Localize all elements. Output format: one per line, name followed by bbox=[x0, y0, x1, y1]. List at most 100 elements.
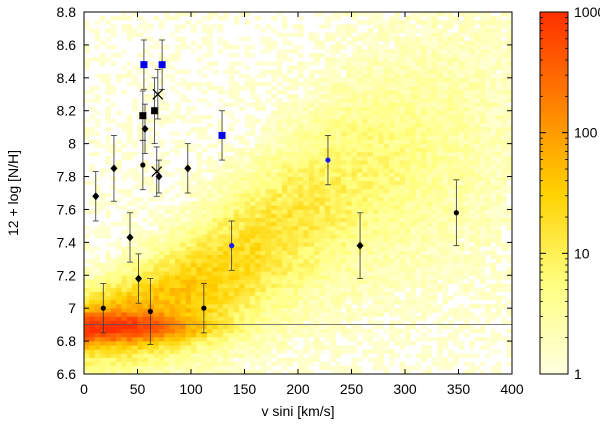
heatmap-cell bbox=[308, 291, 315, 297]
heatmap-cell bbox=[153, 316, 160, 321]
heatmap-cell bbox=[447, 90, 454, 95]
heatmap-cell bbox=[212, 225, 219, 231]
heatmap-cell bbox=[84, 316, 90, 321]
heatmap-cell bbox=[174, 234, 181, 239]
heatmap-cell bbox=[185, 213, 192, 218]
heatmap-cell bbox=[298, 44, 304, 50]
heatmap-cell bbox=[437, 135, 443, 140]
heatmap-cell bbox=[367, 201, 374, 206]
heatmap-cell bbox=[308, 160, 315, 165]
heatmap-cell bbox=[298, 262, 304, 268]
heatmap-cell bbox=[180, 308, 186, 313]
heatmap-cell bbox=[298, 168, 304, 173]
heatmap-cell bbox=[356, 295, 363, 301]
heatmap-cell bbox=[335, 353, 342, 358]
heatmap-cell bbox=[94, 20, 101, 25]
heatmap-cell bbox=[105, 209, 112, 214]
heatmap-cell bbox=[121, 299, 128, 305]
heatmap-cell bbox=[437, 308, 443, 313]
heatmap-cell bbox=[244, 49, 251, 54]
heatmap-cell bbox=[249, 102, 256, 107]
heatmap-cell bbox=[330, 279, 336, 284]
heatmap-cell bbox=[383, 123, 390, 128]
heatmap-cell bbox=[84, 336, 90, 342]
heatmap-cell bbox=[469, 345, 475, 350]
heatmap-cell bbox=[207, 184, 213, 190]
heatmap-cell bbox=[153, 205, 160, 210]
heatmap-cell bbox=[132, 246, 138, 251]
heatmap-cell bbox=[233, 176, 240, 181]
heatmap-cell bbox=[383, 106, 390, 112]
heatmap-cell bbox=[426, 73, 433, 79]
heatmap-cell bbox=[453, 110, 459, 116]
heatmap-cell bbox=[164, 299, 170, 305]
heatmap-cell bbox=[453, 291, 459, 297]
heatmap-cell bbox=[314, 197, 320, 202]
heatmap-cell bbox=[244, 225, 251, 231]
heatmap-cell bbox=[372, 234, 379, 239]
heatmap-cell bbox=[303, 267, 309, 272]
heatmap-cell bbox=[362, 98, 368, 103]
heatmap-cell bbox=[196, 353, 202, 358]
heatmap-cell bbox=[116, 205, 122, 210]
heatmap-cell bbox=[362, 353, 368, 358]
heatmap-cell bbox=[340, 369, 347, 375]
heatmap-cell bbox=[260, 164, 267, 169]
heatmap-cell bbox=[110, 341, 117, 346]
heatmap-cell bbox=[271, 197, 277, 202]
heatmap-cell bbox=[410, 110, 416, 116]
heatmap-cell bbox=[421, 160, 427, 165]
heatmap-cell bbox=[388, 238, 395, 243]
heatmap-cell bbox=[453, 353, 459, 358]
heatmap-cell bbox=[276, 32, 283, 37]
heatmap-cell bbox=[383, 213, 390, 218]
heatmap-cell bbox=[110, 102, 117, 107]
heatmap-cell bbox=[372, 102, 379, 107]
heatmap-cell bbox=[383, 279, 390, 284]
heatmap-cell bbox=[351, 49, 358, 54]
heatmap-cell bbox=[458, 279, 465, 284]
heatmap-cell bbox=[362, 57, 368, 62]
heatmap-cell bbox=[437, 151, 443, 157]
heatmap-cell bbox=[383, 36, 390, 42]
heatmap-cell bbox=[383, 193, 390, 198]
heatmap-cell bbox=[319, 164, 326, 169]
heatmap-cell bbox=[207, 234, 213, 239]
heatmap-cell bbox=[324, 295, 331, 301]
heatmap-cell bbox=[180, 357, 186, 362]
heatmap-cell bbox=[351, 205, 358, 210]
heatmap-cell bbox=[458, 316, 465, 321]
heatmap-cell bbox=[362, 201, 368, 206]
heatmap-cell bbox=[100, 77, 106, 83]
heatmap-cell bbox=[458, 176, 465, 181]
heatmap-cell bbox=[383, 40, 390, 46]
heatmap-cell bbox=[314, 123, 320, 128]
heatmap-cell bbox=[207, 365, 213, 371]
heatmap-cell bbox=[437, 353, 443, 358]
heatmap-cell bbox=[228, 209, 235, 214]
heatmap-cell bbox=[447, 205, 454, 210]
heatmap-cell bbox=[244, 349, 251, 354]
heatmap-cell bbox=[383, 110, 390, 116]
heatmap-cell bbox=[340, 143, 347, 149]
heatmap-cell bbox=[137, 295, 144, 301]
heatmap-cell bbox=[228, 123, 235, 128]
heatmap-cell bbox=[100, 193, 106, 198]
heatmap-cell bbox=[191, 308, 197, 313]
heatmap-cell bbox=[399, 221, 406, 227]
heatmap-cell bbox=[84, 353, 90, 358]
heatmap-cell bbox=[383, 32, 390, 37]
heatmap-cell bbox=[394, 36, 400, 42]
heatmap-cell bbox=[196, 176, 202, 181]
heatmap-cell bbox=[356, 205, 363, 210]
heatmap-cell bbox=[260, 234, 267, 239]
heatmap-cell bbox=[410, 197, 416, 202]
heatmap-cell bbox=[228, 299, 235, 305]
heatmap-cell bbox=[105, 143, 112, 149]
heatmap-cell bbox=[158, 357, 165, 362]
heatmap-cell bbox=[255, 287, 261, 293]
heatmap-cell bbox=[367, 213, 374, 218]
heatmap-cell bbox=[249, 123, 256, 128]
heatmap-cell bbox=[255, 188, 261, 194]
heatmap-cell bbox=[314, 98, 320, 103]
